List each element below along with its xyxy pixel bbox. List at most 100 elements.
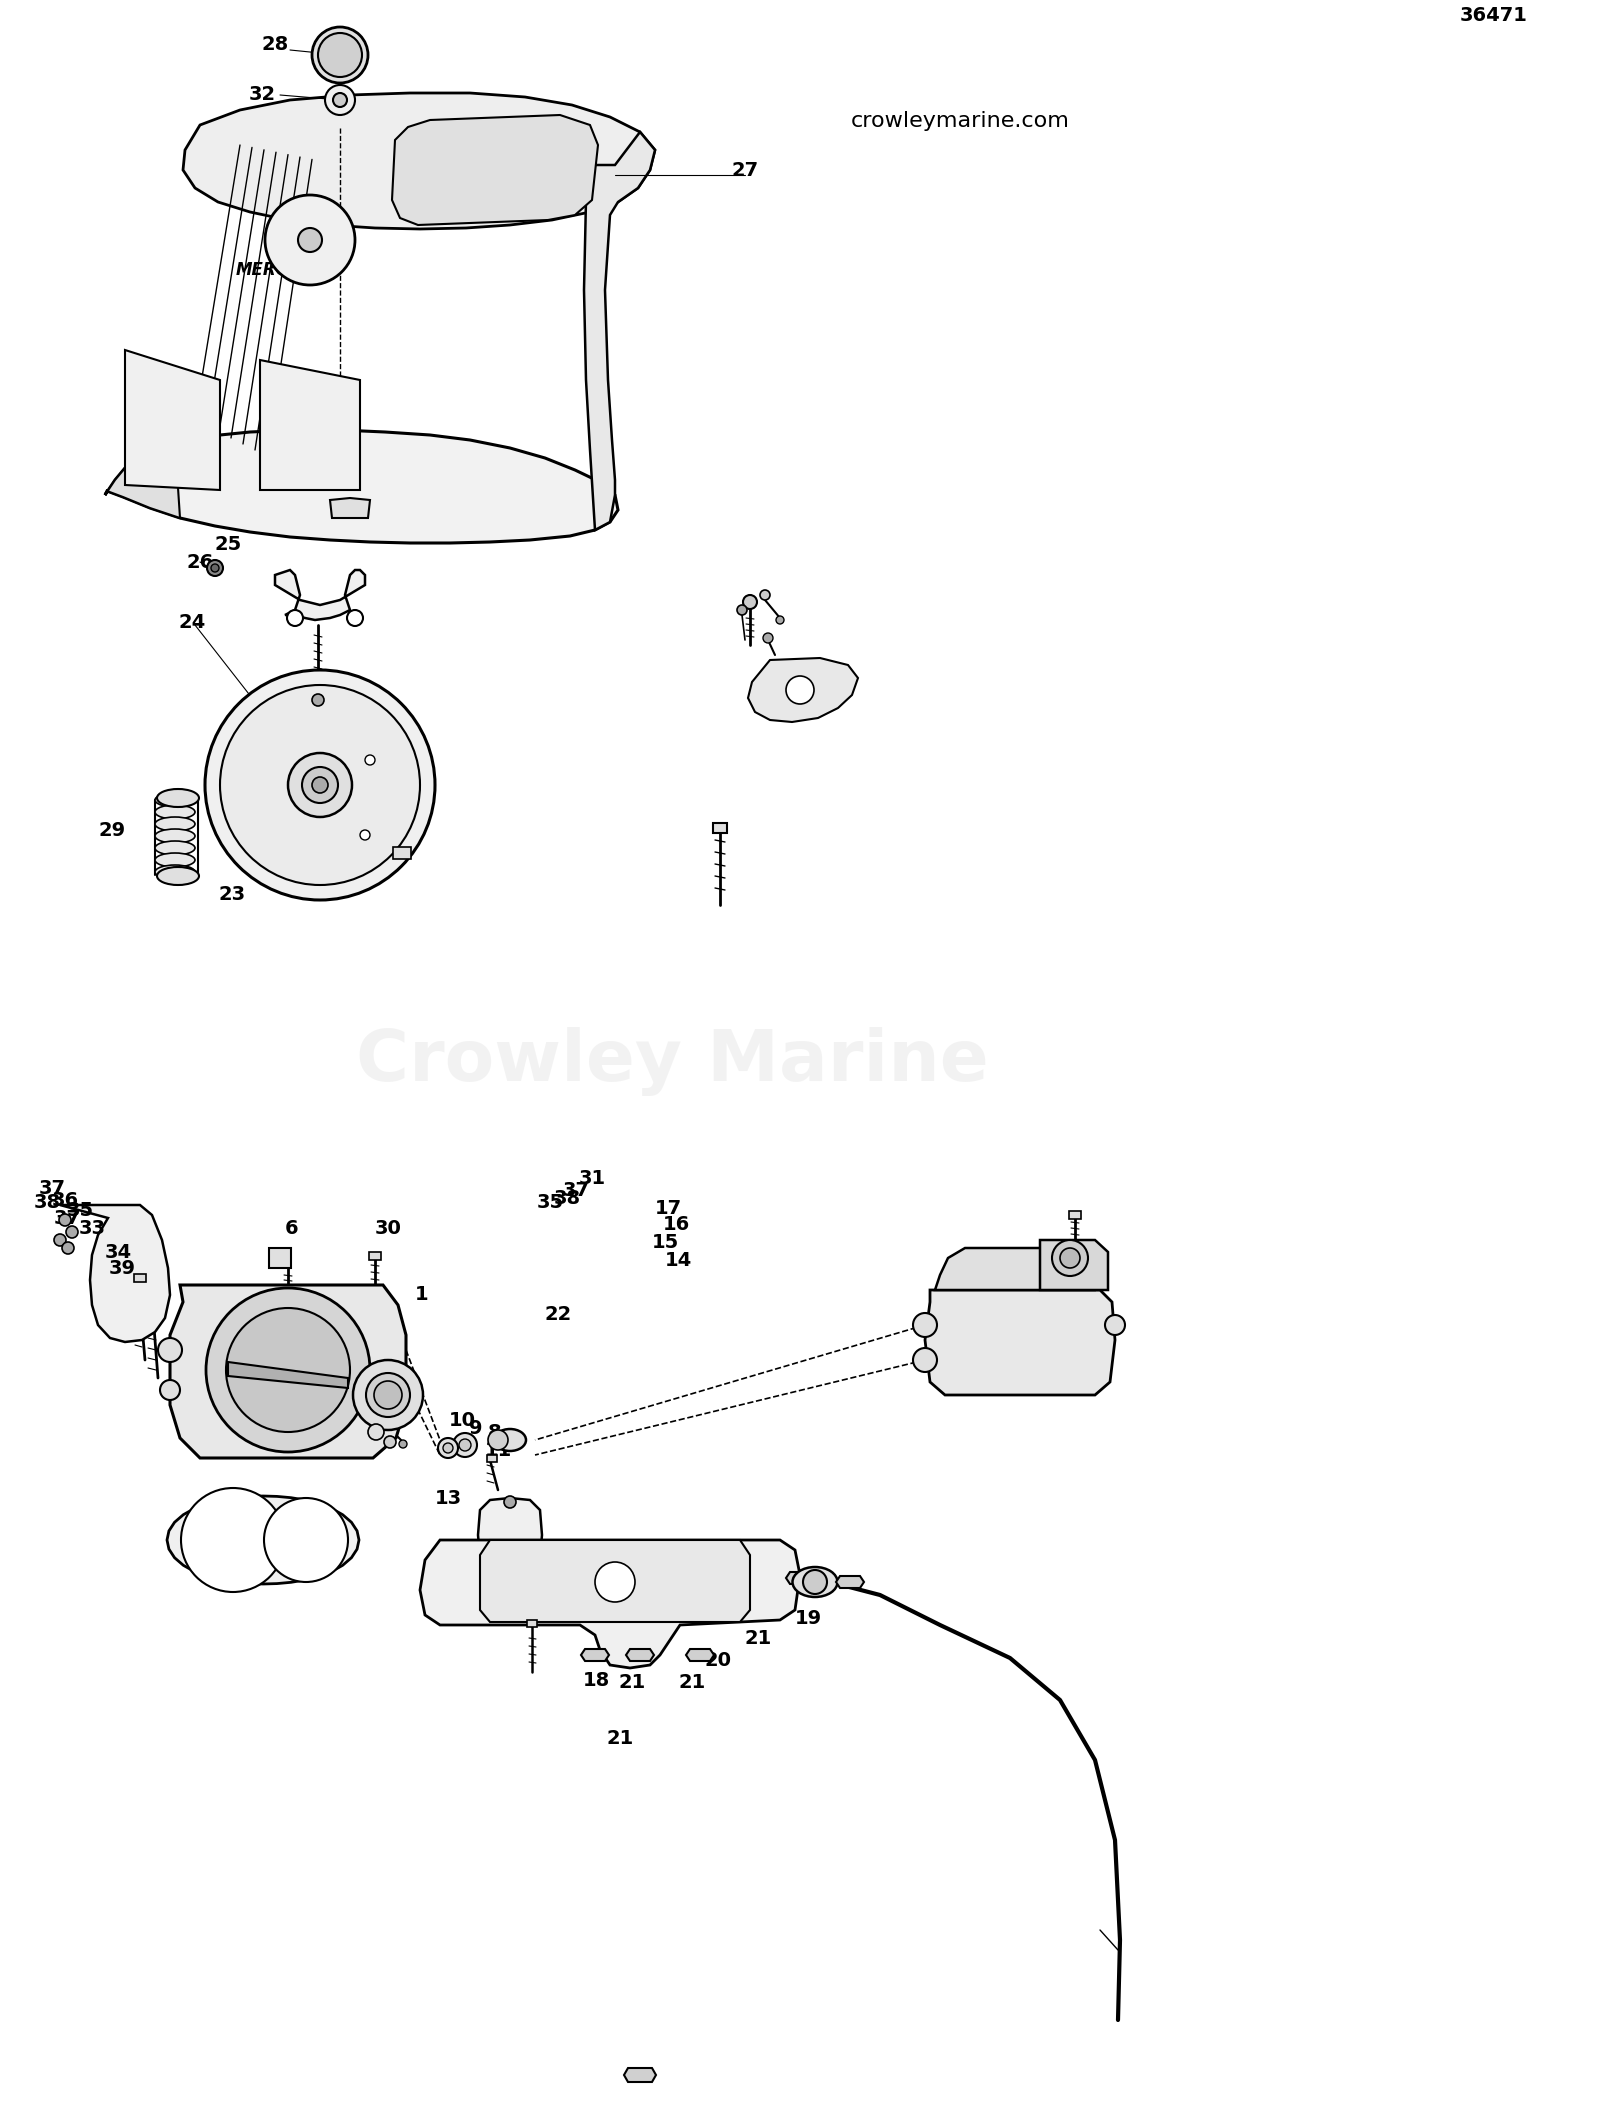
Polygon shape (61, 1206, 170, 1342)
Text: 13: 13 (435, 1488, 461, 1507)
Circle shape (1106, 1314, 1125, 1335)
Circle shape (504, 1497, 515, 1507)
Circle shape (786, 675, 814, 705)
Bar (370, 1253, 381, 1259)
Polygon shape (835, 1575, 864, 1588)
Text: 9: 9 (469, 1418, 483, 1437)
Circle shape (453, 1433, 477, 1456)
Text: 19: 19 (795, 1609, 821, 1628)
Text: 18: 18 (582, 1671, 610, 1690)
Text: 2: 2 (314, 1384, 326, 1403)
Text: 36471: 36471 (1461, 6, 1528, 25)
Circle shape (205, 671, 435, 900)
Polygon shape (749, 658, 858, 722)
Circle shape (221, 686, 419, 885)
Circle shape (595, 1563, 635, 1603)
Circle shape (1053, 1240, 1088, 1276)
Ellipse shape (155, 794, 195, 807)
Polygon shape (229, 1363, 349, 1388)
Polygon shape (275, 569, 365, 620)
Bar (394, 847, 411, 860)
Text: 10: 10 (448, 1410, 475, 1429)
Text: 8: 8 (488, 1425, 502, 1442)
Circle shape (738, 605, 747, 616)
Circle shape (158, 1337, 182, 1363)
Circle shape (312, 28, 368, 83)
Text: 6: 6 (285, 1219, 299, 1238)
Circle shape (914, 1348, 938, 1371)
Polygon shape (125, 350, 221, 490)
Text: 35: 35 (536, 1193, 563, 1212)
Ellipse shape (155, 805, 195, 819)
Bar (486, 1454, 498, 1461)
Circle shape (206, 560, 222, 575)
Circle shape (62, 1242, 74, 1255)
Circle shape (181, 1488, 285, 1592)
Circle shape (398, 1439, 406, 1448)
Polygon shape (478, 1499, 542, 1571)
Circle shape (66, 1225, 78, 1238)
Circle shape (742, 594, 757, 609)
Text: crowleymarine.com: crowleymarine.com (851, 110, 1069, 132)
Text: 37: 37 (53, 1208, 80, 1227)
Circle shape (347, 609, 363, 626)
Circle shape (443, 1444, 453, 1452)
Circle shape (366, 1374, 410, 1416)
Text: Crowley Marine: Crowley Marine (355, 1028, 989, 1095)
Circle shape (54, 1233, 66, 1246)
Text: 21: 21 (744, 1628, 771, 1647)
Text: 36: 36 (51, 1191, 78, 1210)
Circle shape (302, 766, 338, 802)
Text: 5: 5 (331, 1393, 346, 1412)
Text: 24: 24 (178, 614, 206, 631)
Text: 30: 30 (374, 1219, 402, 1238)
Text: 15: 15 (651, 1233, 678, 1250)
Bar (269, 1248, 291, 1267)
Polygon shape (166, 1497, 358, 1584)
Polygon shape (170, 1284, 406, 1459)
Bar (526, 1620, 538, 1626)
Polygon shape (581, 1650, 610, 1660)
Text: 26: 26 (186, 554, 214, 573)
Circle shape (211, 565, 219, 571)
Circle shape (325, 85, 355, 115)
Text: 32: 32 (248, 85, 275, 104)
Ellipse shape (792, 1567, 837, 1596)
Circle shape (488, 1431, 509, 1450)
Circle shape (438, 1437, 458, 1459)
Ellipse shape (157, 866, 198, 885)
Text: 29: 29 (99, 819, 125, 839)
Circle shape (760, 590, 770, 601)
Text: 21: 21 (618, 1673, 646, 1692)
Text: 38: 38 (554, 1189, 581, 1208)
Circle shape (226, 1308, 350, 1433)
Circle shape (264, 1499, 349, 1582)
Ellipse shape (157, 790, 198, 807)
Text: 37: 37 (38, 1178, 66, 1197)
Circle shape (206, 1289, 370, 1452)
Text: 7: 7 (213, 1526, 227, 1546)
Text: 17: 17 (654, 1199, 682, 1216)
Ellipse shape (155, 853, 195, 866)
Polygon shape (106, 431, 618, 543)
Circle shape (286, 609, 302, 626)
Polygon shape (259, 361, 360, 490)
Polygon shape (106, 442, 179, 518)
Text: 3: 3 (322, 1371, 334, 1388)
Circle shape (365, 756, 374, 764)
Circle shape (266, 195, 355, 284)
Text: 31: 31 (579, 1168, 605, 1187)
Circle shape (803, 1571, 827, 1594)
Circle shape (312, 694, 323, 707)
Text: 14: 14 (664, 1250, 691, 1270)
Bar (714, 824, 726, 832)
Ellipse shape (155, 841, 195, 856)
Text: 28: 28 (261, 36, 288, 55)
Polygon shape (626, 1650, 654, 1660)
Text: 12: 12 (517, 1571, 544, 1590)
Polygon shape (1040, 1240, 1107, 1291)
Polygon shape (584, 132, 654, 531)
Ellipse shape (155, 828, 195, 843)
Polygon shape (934, 1248, 1101, 1291)
Text: 11: 11 (485, 1442, 512, 1459)
